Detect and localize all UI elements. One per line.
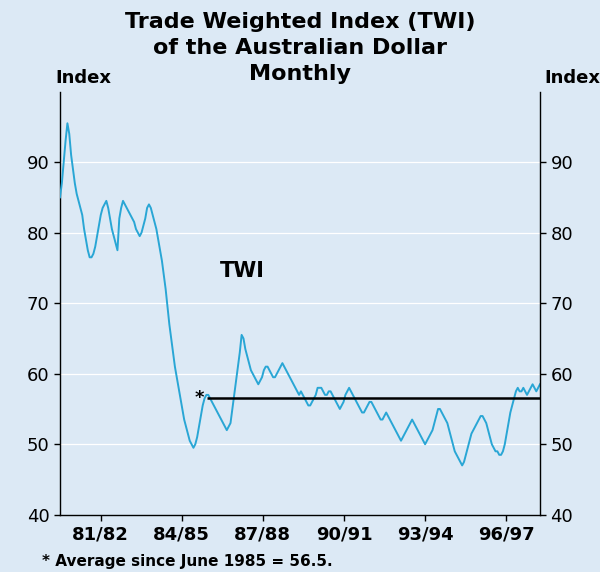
Title: Trade Weighted Index (TWI)
of the Australian Dollar
Monthly: Trade Weighted Index (TWI) of the Austra… — [125, 11, 475, 85]
Text: TWI: TWI — [220, 261, 265, 281]
Text: * Average since June 1985 = 56.5.: * Average since June 1985 = 56.5. — [42, 554, 332, 569]
Text: *: * — [194, 390, 204, 407]
Text: Index: Index — [55, 69, 111, 88]
Text: Index: Index — [545, 69, 600, 88]
